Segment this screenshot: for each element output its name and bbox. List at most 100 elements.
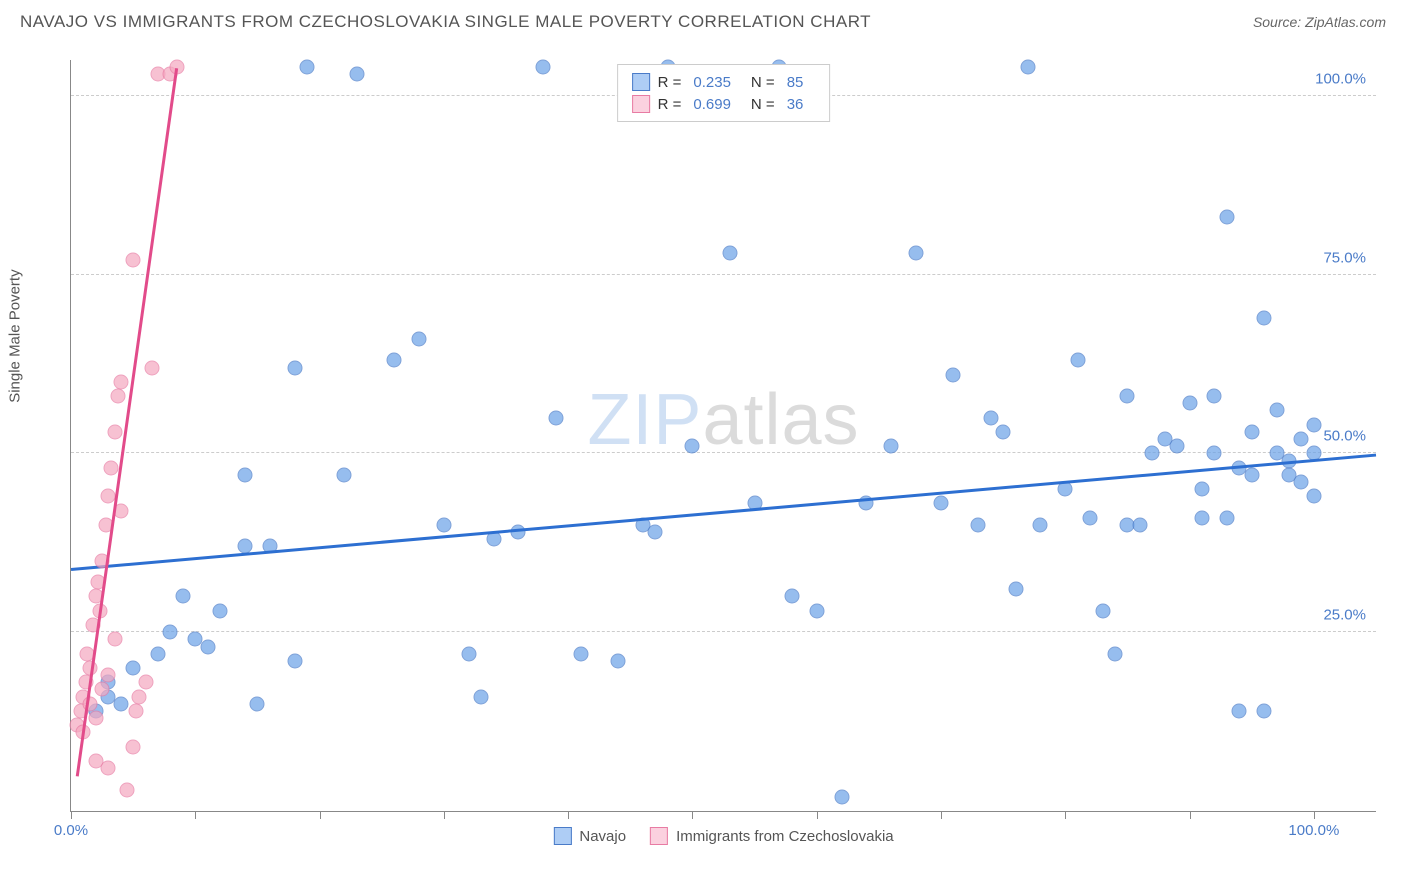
data-point [132, 689, 147, 704]
data-point [971, 517, 986, 532]
data-point [88, 753, 103, 768]
x-tick-label: 0.0% [54, 822, 88, 839]
data-point [474, 689, 489, 704]
data-point [809, 603, 824, 618]
data-point [722, 246, 737, 261]
legend-row-navajo: R = 0.235 N = 85 [632, 71, 816, 93]
data-point [573, 646, 588, 661]
data-point [834, 789, 849, 804]
y-tick-label: 75.0% [1323, 249, 1366, 266]
data-point [126, 660, 141, 675]
data-point [548, 410, 563, 425]
x-tick [568, 811, 569, 819]
x-tick-label: 100.0% [1288, 822, 1339, 839]
data-point [610, 653, 625, 668]
legend-row-czech: R = 0.699 N = 36 [632, 93, 816, 115]
data-point [1195, 482, 1210, 497]
x-tick [195, 811, 196, 819]
source-label: Source: ZipAtlas.com [1253, 14, 1386, 30]
legend-label: Navajo [579, 828, 626, 845]
data-point [946, 367, 961, 382]
data-point [1058, 482, 1073, 497]
data-point [1120, 389, 1135, 404]
gridline [71, 631, 1376, 632]
data-point [200, 639, 215, 654]
trend-line [71, 453, 1376, 570]
data-point [103, 460, 118, 475]
data-point [113, 374, 128, 389]
x-tick [941, 811, 942, 819]
watermark-rest: atlas [702, 380, 859, 460]
x-tick [71, 811, 72, 819]
data-point [238, 467, 253, 482]
data-point [536, 60, 551, 75]
data-point [387, 353, 402, 368]
data-point [111, 389, 126, 404]
data-point [1108, 646, 1123, 661]
data-point [287, 360, 302, 375]
chart-container: Single Male Poverty ZIPatlas R = 0.235 N… [20, 50, 1386, 872]
data-point [1257, 310, 1272, 325]
data-point [1083, 510, 1098, 525]
data-point [138, 675, 153, 690]
data-point [349, 67, 364, 82]
y-tick-label: 100.0% [1315, 70, 1366, 87]
data-point [144, 360, 159, 375]
data-point [1033, 517, 1048, 532]
data-point [1170, 439, 1185, 454]
data-point [996, 424, 1011, 439]
legend-series: Navajo Immigrants from Czechoslovakia [553, 827, 893, 845]
data-point [128, 703, 143, 718]
data-point [1219, 210, 1234, 225]
legend-swatch-icon [553, 827, 571, 845]
data-point [1294, 432, 1309, 447]
data-point [511, 525, 526, 540]
data-point [1182, 396, 1197, 411]
x-tick [817, 811, 818, 819]
x-tick [444, 811, 445, 819]
data-point [1021, 60, 1036, 75]
data-point [213, 603, 228, 618]
data-point [909, 246, 924, 261]
data-point [88, 711, 103, 726]
data-point [1219, 510, 1234, 525]
data-point [685, 439, 700, 454]
data-point [412, 331, 427, 346]
r-label: R = [658, 96, 682, 113]
data-point [337, 467, 352, 482]
data-point [1207, 446, 1222, 461]
x-tick [1190, 811, 1191, 819]
plot-area: ZIPatlas R = 0.235 N = 85 R = 0.699 N = … [70, 60, 1376, 812]
n-value-czech: 36 [787, 96, 804, 113]
data-point [648, 525, 663, 540]
data-point [119, 782, 134, 797]
n-label: N = [751, 96, 775, 113]
x-tick [320, 811, 321, 819]
data-point [175, 589, 190, 604]
legend-item-czech: Immigrants from Czechoslovakia [650, 827, 894, 845]
data-point [1070, 353, 1085, 368]
gridline [71, 274, 1376, 275]
data-point [1269, 403, 1284, 418]
chart-header: NAVAJO VS IMMIGRANTS FROM CZECHOSLOVAKIA… [0, 0, 1406, 40]
data-point [107, 632, 122, 647]
y-tick-label: 25.0% [1323, 607, 1366, 624]
data-point [1145, 446, 1160, 461]
data-point [461, 646, 476, 661]
legend-correlation: R = 0.235 N = 85 R = 0.699 N = 36 [617, 64, 831, 122]
data-point [300, 60, 315, 75]
data-point [784, 589, 799, 604]
data-point [250, 696, 265, 711]
legend-swatch-navajo [632, 73, 650, 91]
r-value-navajo: 0.235 [693, 74, 731, 91]
data-point [126, 253, 141, 268]
data-point [1195, 510, 1210, 525]
data-point [1207, 389, 1222, 404]
y-axis-label: Single Male Poverty [7, 269, 24, 402]
n-value-navajo: 85 [787, 74, 804, 91]
watermark: ZIPatlas [587, 379, 859, 461]
x-tick [692, 811, 693, 819]
data-point [1132, 517, 1147, 532]
data-point [151, 646, 166, 661]
data-point [486, 532, 501, 547]
